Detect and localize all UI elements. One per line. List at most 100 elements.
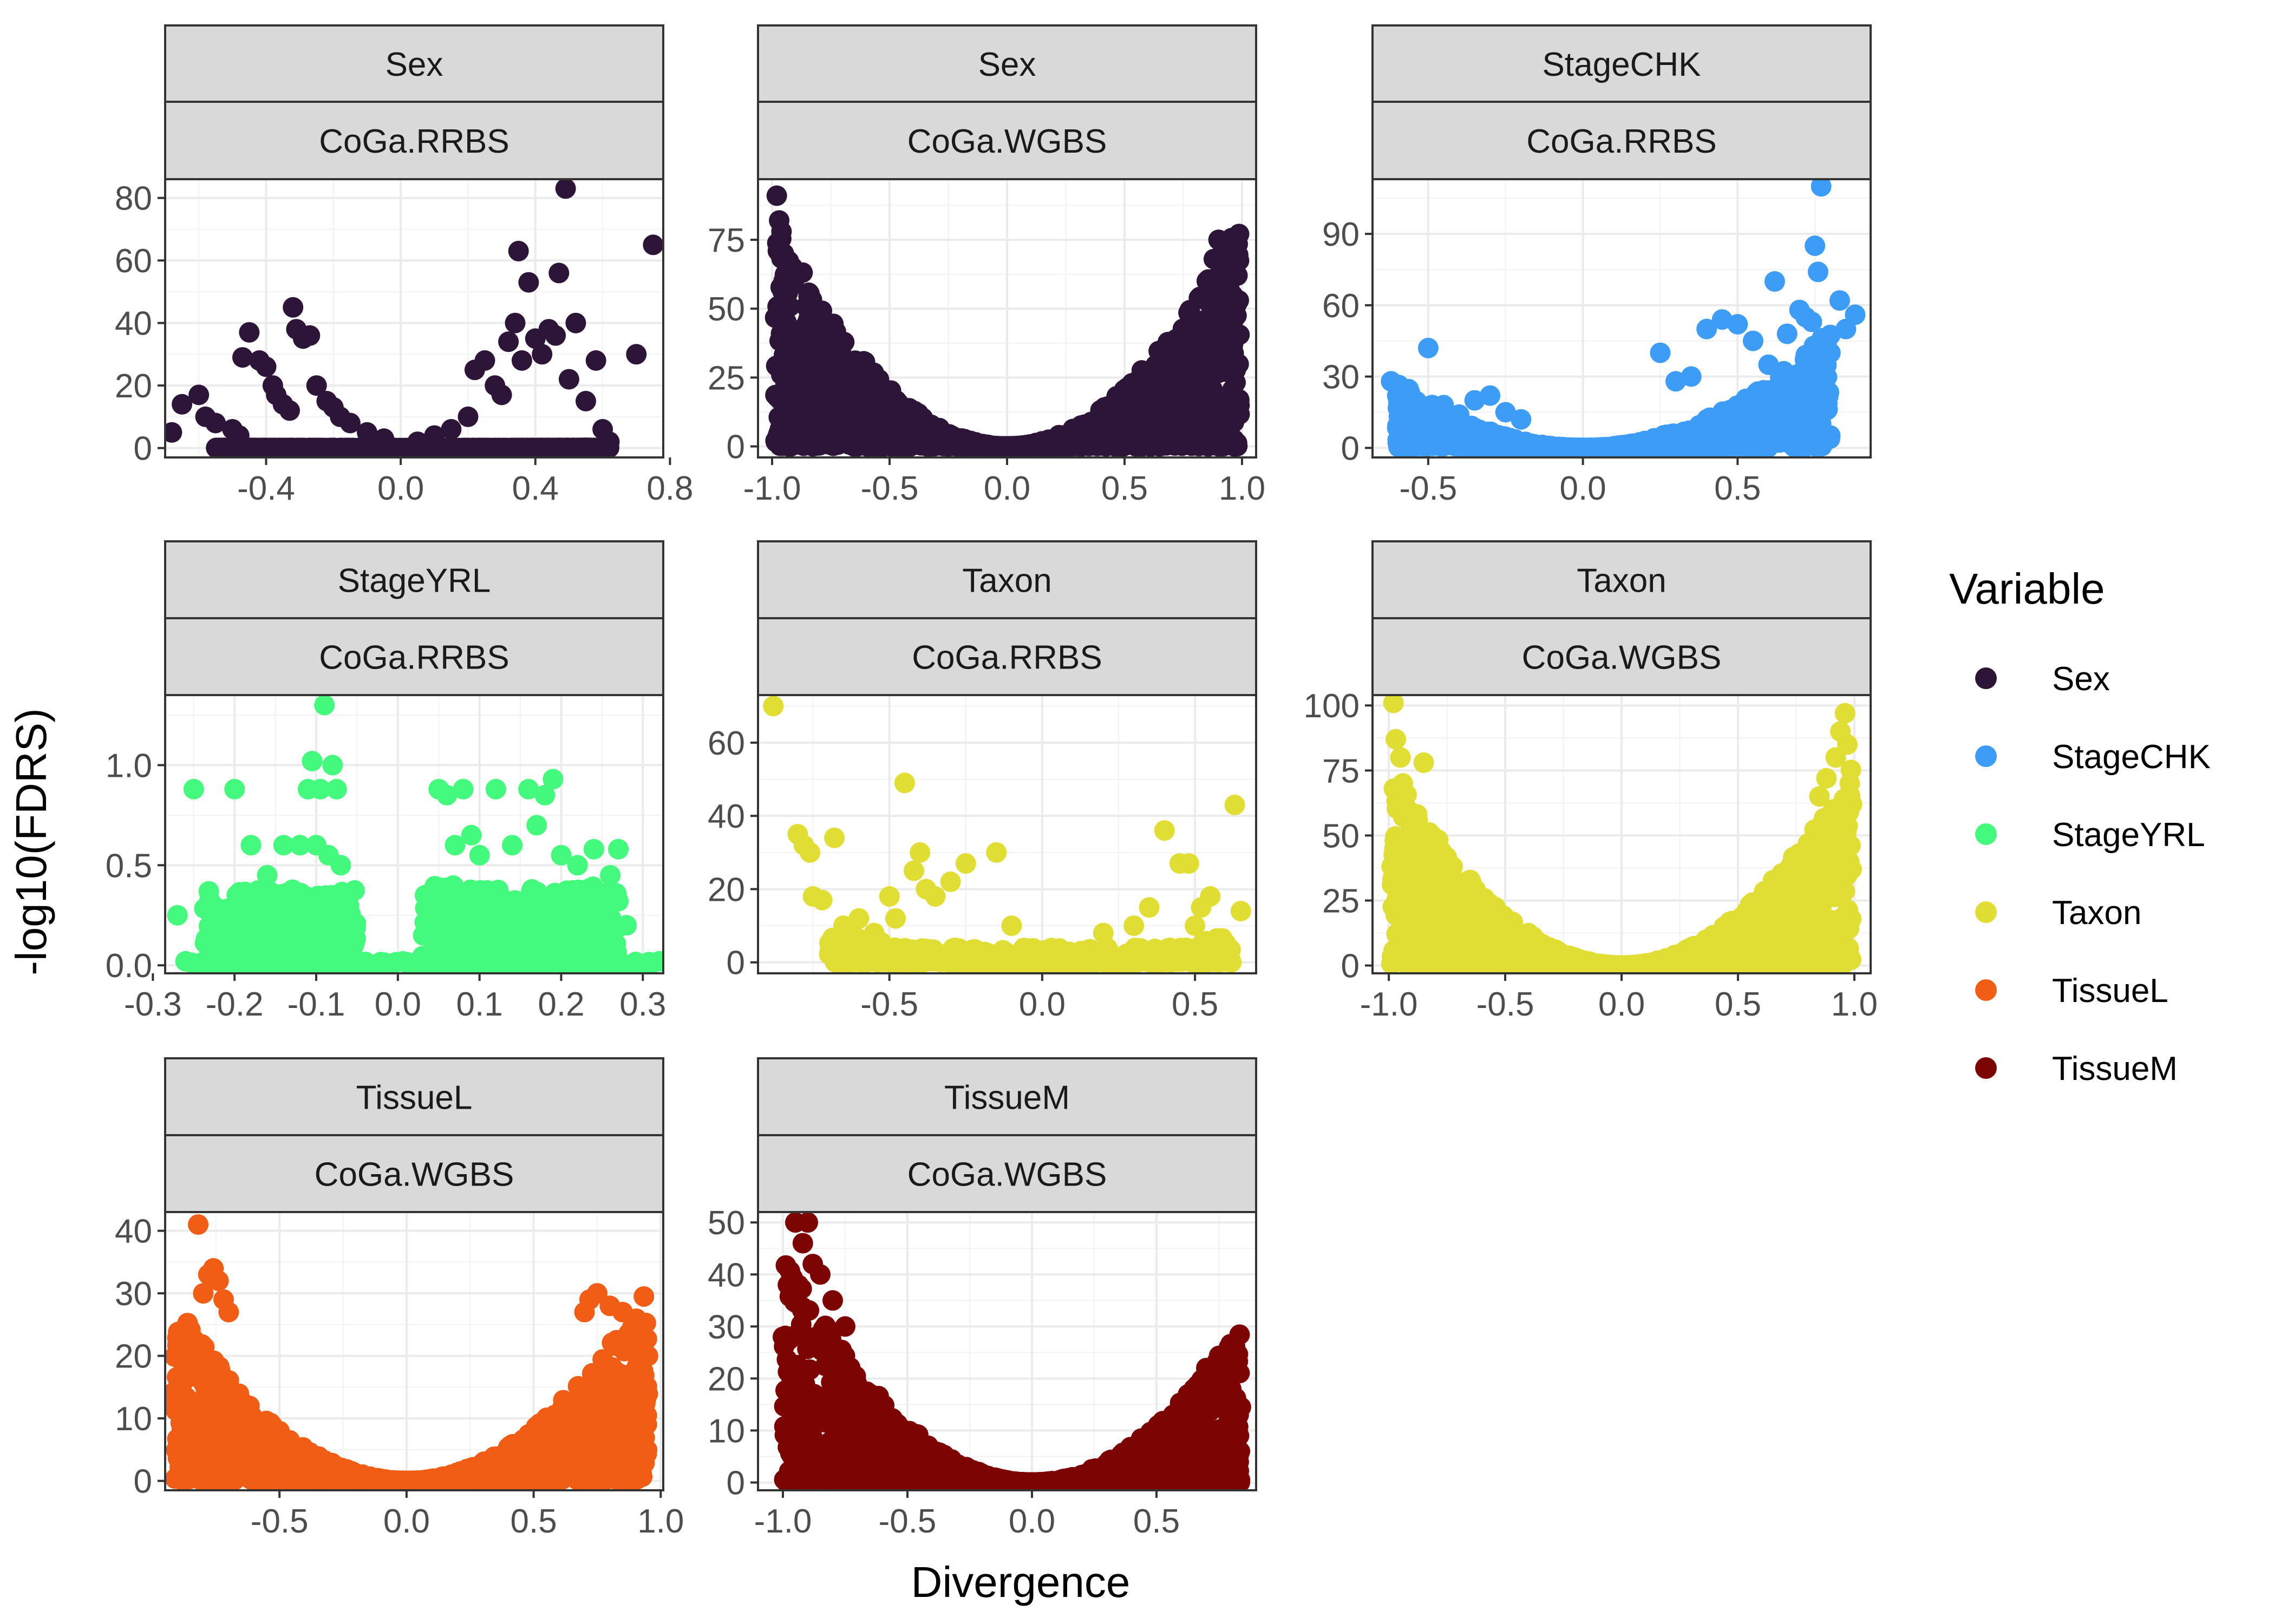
- scatter-point: [461, 824, 482, 846]
- scatter-point: [1198, 292, 1219, 313]
- scatter-point: [441, 419, 462, 440]
- scatter-point: [188, 384, 210, 405]
- scatter-point: [451, 952, 472, 973]
- scatter-point: [508, 437, 530, 457]
- scatter-point: [275, 903, 296, 925]
- strip-label: CoGa.WGBS: [907, 123, 1107, 160]
- scatter-point: [435, 919, 456, 940]
- scatter-point: [1780, 434, 1801, 455]
- scatter-point: [465, 900, 486, 921]
- scatter-point: [1100, 400, 1121, 421]
- scatter-point: [1196, 271, 1217, 292]
- scatter-point: [289, 835, 310, 856]
- scatter-point: [1711, 309, 1733, 330]
- scatter-point: [808, 331, 829, 352]
- scatter-point: [256, 356, 277, 377]
- scatter-point: [241, 907, 262, 928]
- facet-strip-variable: Taxon: [757, 540, 1257, 619]
- scatter-point: [954, 435, 975, 456]
- scatter-point: [1829, 290, 1850, 311]
- scatter-point: [1532, 436, 1553, 457]
- scatter-point: [1107, 429, 1128, 449]
- scatter-points: [165, 179, 663, 457]
- x-tick-label: -0.5: [1399, 470, 1457, 507]
- scatter-point: [175, 951, 196, 972]
- facet-strip-dataset: CoGa.RRBS: [164, 101, 664, 180]
- y-tick-label: 60: [115, 243, 152, 280]
- scatter-point: [1742, 330, 1763, 351]
- x-tick-label: 0.0: [375, 986, 421, 1023]
- x-axis: -0.3 -0.2 -0.1 0.0 0.1 0.2 0.3: [124, 973, 666, 1023]
- scatter-point: [1175, 362, 1196, 383]
- scatter-point: [643, 234, 663, 256]
- strip-background: [757, 617, 1257, 696]
- scatter-point: [330, 855, 351, 876]
- scatter-point: [855, 421, 876, 442]
- scatter-point: [823, 435, 844, 456]
- scatter-point: [797, 312, 818, 333]
- scatter-point: [1433, 395, 1454, 416]
- scatter-point: [782, 410, 803, 431]
- scatter-point: [1742, 418, 1763, 440]
- x-tick-label: 0.8: [646, 470, 693, 507]
- strip-label: StageYRL: [338, 562, 491, 600]
- scatter-point: [374, 428, 395, 449]
- scatter-point: [521, 932, 542, 953]
- scatter-point: [599, 431, 620, 453]
- facet-strip-dataset: CoGa.RRBS: [164, 617, 664, 696]
- scatter-point: [491, 384, 512, 405]
- panel-border: [164, 178, 664, 459]
- scatter-point: [167, 905, 188, 926]
- x-tick-label: 0.0: [984, 470, 1030, 507]
- scatter-point: [552, 900, 573, 921]
- scatter-point: [1449, 404, 1469, 425]
- scatter-point: [1461, 420, 1482, 441]
- scatter-point: [444, 901, 465, 922]
- scatter-point: [232, 347, 253, 368]
- scatter-point: [841, 388, 862, 409]
- scatter-point: [407, 431, 428, 453]
- scatter-point: [527, 437, 548, 457]
- strip-label: Sex: [385, 46, 443, 83]
- scatter-point: [913, 431, 934, 453]
- scatter-point: [626, 344, 647, 365]
- scatter-point: [322, 755, 343, 776]
- scatter-point: [1217, 254, 1238, 275]
- scatter-point: [310, 778, 331, 800]
- scatter-point: [1224, 306, 1245, 328]
- scatter-point: [767, 296, 788, 317]
- scatter-point: [804, 404, 825, 425]
- scatter-point: [523, 954, 544, 973]
- scatter-point: [1696, 318, 1717, 339]
- y-tick-label: 1.0: [106, 747, 152, 784]
- scatter-point: [1820, 342, 1841, 363]
- scatter-point: [505, 312, 526, 333]
- scatter-point: [1032, 436, 1053, 457]
- scatter-point: [565, 312, 586, 333]
- scatter-points: [167, 695, 663, 973]
- scatter-point: [420, 905, 441, 926]
- scatter-point: [825, 321, 846, 342]
- scatter-point: [1480, 385, 1501, 406]
- scatter-point: [1511, 409, 1532, 430]
- strip-background: [757, 101, 1257, 180]
- scatter-point: [1748, 435, 1769, 456]
- scatter-point: [972, 435, 992, 456]
- scatter-point: [868, 369, 890, 390]
- scatter-point: [1735, 388, 1756, 409]
- strip-background: [757, 540, 1257, 619]
- y-axis: 0.00.51.0: [106, 747, 165, 985]
- scatter-point: [1586, 437, 1607, 457]
- scatter-point: [299, 325, 321, 346]
- scatter-point: [431, 878, 452, 899]
- scatter-point: [1014, 436, 1035, 457]
- scatter-point: [1122, 377, 1143, 398]
- y-tick-label: 30: [1322, 359, 1360, 396]
- facet-strip-dataset: CoGa.RRBS: [757, 617, 1257, 696]
- scatter-point: [358, 437, 380, 457]
- strip-label: CoGa.RRBS: [1526, 123, 1716, 160]
- scatter-point: [436, 784, 458, 806]
